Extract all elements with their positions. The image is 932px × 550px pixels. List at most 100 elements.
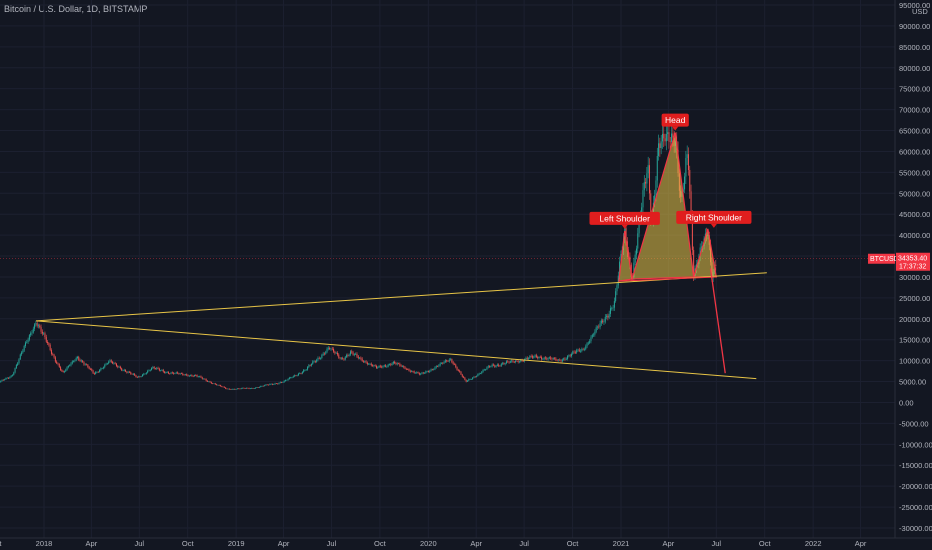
candle-body (208, 381, 210, 383)
candle-body (206, 380, 208, 382)
candle-body (395, 363, 397, 365)
candle-body (518, 361, 520, 363)
candle-body (564, 358, 566, 360)
candle-body (370, 363, 372, 366)
candle-body (126, 371, 128, 373)
candle-body (383, 365, 385, 367)
candle-body (537, 357, 539, 359)
candle-body (219, 385, 221, 387)
candle-body (603, 321, 605, 323)
candle-body (494, 365, 496, 367)
candle-body (656, 155, 658, 181)
candle-body (301, 371, 303, 374)
candle-body (431, 369, 433, 370)
candle-body (333, 348, 335, 352)
candle-body (288, 377, 290, 379)
candle-body (414, 372, 416, 374)
candle-body (34, 324, 36, 329)
candle-body (353, 354, 355, 355)
left-shoulder-label: Left Shoulder (599, 213, 650, 223)
candle-body (299, 373, 301, 374)
candle-body (93, 373, 95, 374)
candle-body (104, 364, 106, 368)
candle-body (320, 357, 322, 359)
candle-body (308, 365, 310, 368)
x-tick-label: Oct (374, 539, 387, 548)
x-tick-label: Apr (470, 539, 482, 548)
candle-body (196, 375, 198, 377)
candle-body (191, 375, 193, 377)
candle-body (230, 389, 232, 390)
candle-body (13, 372, 15, 376)
candle-body (221, 386, 223, 387)
candle-body (278, 383, 280, 384)
candle-body (348, 354, 350, 356)
candle-body (437, 366, 439, 367)
y-tick-label: 25000.00 (899, 294, 930, 303)
candle-body (394, 361, 396, 364)
candle-body (655, 180, 657, 196)
candle-body (387, 364, 389, 367)
candle-body (161, 370, 163, 371)
candle-body (273, 384, 275, 385)
candle-body (594, 331, 596, 335)
candle-body (693, 250, 695, 278)
candle-body (671, 133, 673, 142)
y-tick-label: 85000.00 (899, 43, 930, 52)
head-triangle (631, 132, 695, 280)
candle-body (582, 348, 584, 350)
candle-body (78, 356, 80, 360)
candle-body (17, 363, 19, 366)
candle-body (261, 385, 263, 387)
candle-body (303, 370, 305, 372)
candle-body (48, 343, 50, 345)
candle-body (125, 369, 127, 372)
candle-body (576, 350, 578, 353)
candle-body (442, 363, 444, 364)
candle-body (243, 387, 245, 389)
candle-body (554, 358, 556, 359)
candle-body (152, 367, 154, 368)
candle-body (9, 376, 11, 379)
candle-body (342, 358, 344, 360)
candle-body (425, 371, 427, 373)
candle-body (473, 376, 475, 378)
candle-body (391, 363, 393, 366)
candle-body (643, 182, 645, 191)
candle-body (335, 352, 337, 354)
candle-body (496, 364, 498, 366)
candle-body (281, 382, 283, 383)
candle-body (557, 359, 559, 361)
candle-body (309, 365, 311, 366)
candle-body (200, 376, 202, 378)
candle-body (312, 361, 314, 365)
candle-body (66, 367, 68, 370)
left-shoulder-triangle (618, 230, 633, 282)
candle-body (715, 264, 717, 266)
candle-body (119, 366, 121, 369)
candle-body (648, 165, 650, 194)
candle-body (269, 384, 271, 385)
candle-body (213, 383, 215, 385)
projection-arrow (709, 268, 726, 374)
candle-body (547, 358, 549, 360)
y-tick-label: -5000.00 (899, 419, 929, 428)
candle-body (500, 363, 502, 366)
candle-body (100, 368, 102, 371)
right-shoulder-label: Right Shoulder (686, 212, 742, 222)
candle-body (50, 350, 52, 354)
candle-body (535, 355, 537, 358)
x-tick-label: 2020 (420, 539, 437, 548)
candle-body (179, 373, 181, 374)
x-tick-label: Oct (182, 539, 195, 548)
candle-body (661, 133, 663, 142)
candle-body (286, 380, 288, 381)
candle-body (99, 370, 101, 372)
candle-body (607, 315, 609, 318)
candle-body (18, 359, 20, 364)
candle-body (472, 377, 474, 380)
candle-body (502, 363, 504, 364)
y-tick-label: 30000.00 (899, 273, 930, 282)
neckline (618, 276, 717, 282)
